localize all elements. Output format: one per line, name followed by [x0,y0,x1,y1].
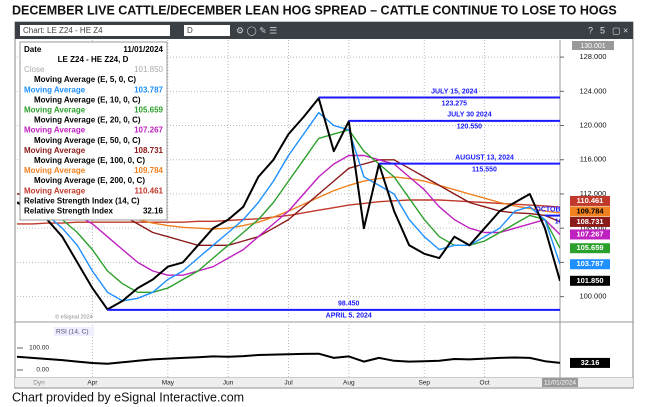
axis-top-tag [572,41,614,50]
series-line [16,352,561,365]
legend-value: 110.461 [135,186,164,195]
value-tag [570,195,610,206]
annotation-label: APRIL 5, 2024 [326,313,372,320]
interval-select[interactable] [184,25,230,36]
value-tag-label: 32.16 [581,358,600,367]
x-tick-label: Dyn [33,380,45,387]
symbol-input-text: Chart: LE Z24 - HE Z4 [23,26,103,35]
legend-symbol: LE Z24 - HE Z24, D [58,55,129,64]
symbol-input[interactable] [20,25,170,36]
legend-entry: Moving Average (E, 5, 0, C) [34,75,136,84]
annotation-label: JULY 15, 2024 [431,88,477,95]
legend-label: Moving Average [24,186,86,195]
y-tick-label: 108.000 [579,223,606,232]
x-tick-highlight [542,378,578,387]
value-tag-label: 108.731 [576,217,603,226]
legend-value: 32.16 [143,207,164,216]
legend-box [19,41,168,221]
legend-label: Moving Average [24,146,86,155]
legend-label: Moving Average [24,166,86,175]
value-tag-label: 101.850 [576,276,603,285]
page-title: DECEMBER LIVE CATTLE/DECEMBER LEAN HOG S… [12,3,617,17]
y-tick-label: 120.000 [579,121,606,130]
legend-label: Moving Average [24,126,86,135]
count: 5 [600,25,605,35]
interval-text: D [187,26,193,35]
watermark: © eSignal 2024 [55,313,93,320]
x-tick-label: Sep [418,380,430,387]
annotation-label: JULY 30 2024 [447,112,491,119]
annotation-label: AUGUST 13, 2024 [455,154,514,161]
annotation-label: 123.275 [442,100,467,107]
value-tag [570,206,610,217]
value-tag [570,357,610,368]
panel-label-box [54,327,94,336]
panel-label: RSI (14, C) [56,329,89,336]
window-buttons[interactable]: ▢ × [612,25,628,35]
legend-value: 103.787 [134,85,163,94]
legend-label: Close [24,65,45,74]
annotation-label: 115.550 [472,166,497,173]
axis-top-label: 130.001 [580,43,605,50]
y-tick-label: 116.000 [580,155,607,164]
footer: Chart provided by eSignal Interactive.co… [12,390,244,404]
legend-label: Moving Average [24,85,86,94]
y-tick-label: 112.000 [580,189,607,198]
y-tick-label: 124.000 [579,86,606,95]
value-tag-label: 107.267 [576,229,603,238]
annotation-label: 120.550 [457,124,482,131]
x-tick-label: 11/01/2024 [544,380,576,387]
x-tick-label: Jul [284,380,293,387]
legend-value: 108.731 [134,146,163,155]
annotation-label: OCTOBER 25, 2024 [535,206,599,213]
y-tick-label: 100.00 [29,345,49,352]
legend-entry: Moving Average (E, 10, 0, C) [34,95,141,104]
legend-value: 105.659 [134,106,163,115]
x-tick-label: Aug [343,380,355,387]
legend-panel: Date 11/01/2024 LE Z24 - HE Z24, D Close… [19,41,168,221]
series-line [17,154,560,276]
value-tag [570,216,610,227]
x-tick-label: Jun [223,380,234,387]
legend-entry: Moving Average (E, 20, 0, C) [34,116,141,125]
value-tag [570,243,610,254]
value-tag [570,259,610,270]
legend-entry: Moving Average (E, 50, 0, C) [34,136,141,145]
value-tag-label: 110.461 [577,196,604,205]
legend-value: 107.267 [134,126,163,135]
help-button[interactable]: ? [588,25,593,35]
y-tick-label: 128.000 [579,52,606,61]
x-tick-label: Apr [87,380,98,387]
legend-entry: Moving Average (E, 100, 0, C) [34,156,145,165]
y-tick-label: 100.000 [579,292,606,301]
legend-value: 109.784 [134,166,163,175]
value-tag [570,229,610,240]
legend-date: 11/01/2024 [123,45,163,54]
value-tag-label: 109.784 [576,206,604,215]
legend-entry: Relative Strength Index (14, C) [24,196,140,205]
annotation-label: 98.450 [338,301,360,308]
value-tag [570,275,610,286]
time-axis [15,378,633,387]
x-tick-label: Oct [480,380,490,387]
legend-label: Moving Average [24,106,86,115]
toolbar-icon[interactable]: ⚙ ◯ ✎ ☰ [236,25,277,36]
y-tick-label: 0.00 [36,367,49,374]
legend-entry: Moving Average (E, 200, 0, C) [34,176,145,185]
x-tick-label: May [162,380,175,387]
value-tag-label: 105.659 [576,243,603,252]
legend-label: Relative Strength Index [24,207,113,216]
legend-date-label: Date [24,45,42,54]
annotation-label: 109.475 [555,218,580,225]
legend-value: 101.850 [134,65,163,74]
value-tag-label: 103.787 [576,259,603,268]
